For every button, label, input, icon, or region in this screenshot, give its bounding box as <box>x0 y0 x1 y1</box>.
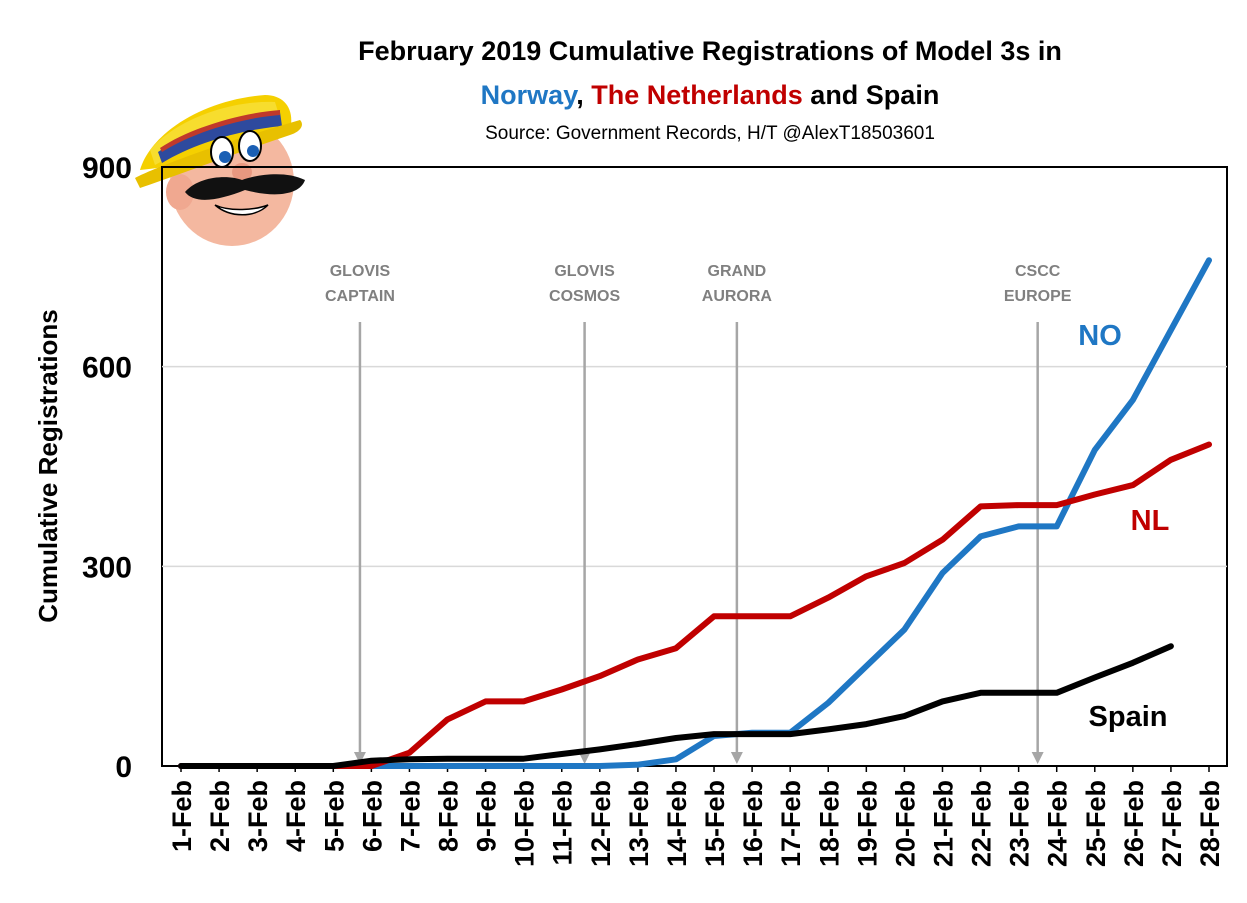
x-axis-ticks: 1-Feb 2-Feb 3-Feb 4-Feb 5-Feb 6-Feb 7-Feb 8-Feb… <box>167 766 1225 867</box>
series-line-spain <box>178 643 1174 769</box>
plot-area <box>161 166 1228 767</box>
x-tick-label: 9-Feb <box>472 780 502 852</box>
x-tick-label: 24-Feb <box>1043 780 1073 867</box>
x-tick-label: 1-Feb <box>167 780 197 852</box>
x-tick-label: 15-Feb <box>700 780 730 867</box>
series-lines <box>178 257 1212 769</box>
ship-label-line2: CAPTAIN <box>325 288 395 305</box>
ship-label-line1: GRAND <box>708 263 767 280</box>
chart-title-line2: Norway, The Netherlands and Spain <box>481 80 940 110</box>
x-tick-label: 18-Feb <box>814 780 844 867</box>
title-netherlands: The Netherlands <box>591 80 803 110</box>
ship-label-line2: COSMOS <box>549 288 620 305</box>
series-label-netherlands: NL <box>1131 505 1170 537</box>
x-tick-label: 8-Feb <box>434 780 464 852</box>
y-axis-ticks: 0 300 600 900 <box>82 152 132 784</box>
x-tick-label: 4-Feb <box>281 780 311 852</box>
series-label-norway: NO <box>1078 320 1122 352</box>
title-rest: and Spain <box>810 80 939 110</box>
x-tick-label: 12-Feb <box>586 780 616 867</box>
x-tick-label: 26-Feb <box>1119 780 1149 867</box>
title-space-2 <box>803 80 811 110</box>
x-tick-label: 22-Feb <box>967 780 997 867</box>
x-tick-label: 14-Feb <box>662 780 692 867</box>
x-tick-label: 11-Feb <box>548 780 578 866</box>
x-tick-label: 27-Feb <box>1157 780 1187 867</box>
x-tick-label: 20-Feb <box>890 780 920 867</box>
x-tick-label: 2-Feb <box>205 780 235 852</box>
ship-label-line2: AURORA <box>702 288 773 305</box>
x-tick-label: 23-Feb <box>1005 780 1035 867</box>
x-tick-label: 17-Feb <box>776 780 806 867</box>
y-axis-label: Cumulative Registrations <box>33 309 63 623</box>
ship-arrival-arrowhead <box>730 752 743 764</box>
mascot-illustration <box>135 95 305 246</box>
grid-lines <box>162 365 1227 568</box>
x-tick-label: 5-Feb <box>319 780 349 852</box>
x-tick-label: 21-Feb <box>928 780 958 867</box>
x-tick-label: 25-Feb <box>1081 780 1111 867</box>
ship-arrival-arrowhead <box>353 752 366 764</box>
ship-arrival-arrowhead <box>1031 752 1044 764</box>
x-tick-label: 13-Feb <box>624 780 654 867</box>
series-line-netherlands <box>178 441 1212 769</box>
ship-label-line1: GLOVIS <box>554 263 615 280</box>
x-tick-label: 6-Feb <box>357 780 387 852</box>
series-label-spain: Spain <box>1089 701 1168 733</box>
title-norway: Norway <box>481 80 579 110</box>
x-tick-label: 19-Feb <box>852 780 882 867</box>
chart-title-line1: February 2019 Cumulative Registrations o… <box>358 36 1062 66</box>
x-tick-label: 28-Feb <box>1195 780 1225 867</box>
ship-label-line1: CSCC <box>1015 263 1061 280</box>
x-tick-label: 10-Feb <box>510 780 540 867</box>
title-space-1 <box>584 80 592 110</box>
y-tick-label: 600 <box>82 352 132 385</box>
x-tick-label: 3-Feb <box>243 780 273 852</box>
ship-label-line1: GLOVIS <box>330 263 391 280</box>
x-tick-label: 16-Feb <box>738 780 768 867</box>
ship-arrival-arrowhead <box>578 752 591 764</box>
x-tick-label: 7-Feb <box>395 780 425 852</box>
y-tick-label: 300 <box>82 551 132 584</box>
ship-label-line2: EUROPE <box>1004 288 1072 305</box>
y-tick-label: 0 <box>115 751 132 784</box>
chart-source: Source: Government Records, H/T @AlexT18… <box>485 123 935 144</box>
ship-annotations: GLOVIS CAPTAIN GLOVIS COSMOS GRAND AURORA CSCC… <box>325 263 1072 764</box>
title-sep: , <box>576 80 584 110</box>
y-tick-label: 900 <box>82 152 132 185</box>
